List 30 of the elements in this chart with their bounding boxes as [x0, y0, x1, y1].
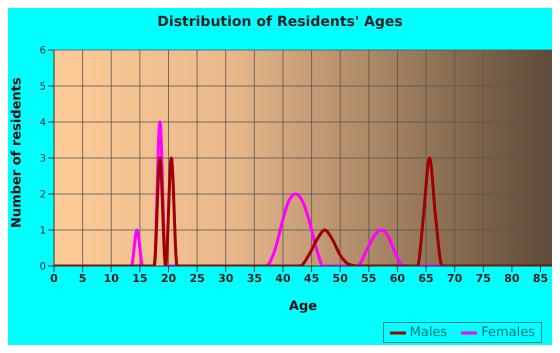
y-tick-label: 3 — [40, 154, 46, 165]
y-axis-title: Number of residents — [10, 77, 25, 228]
x-tick-label: 60 — [390, 272, 406, 285]
x-tick-label: 30 — [218, 272, 234, 285]
x-tick-label: 35 — [246, 272, 262, 285]
x-tick-label: 20 — [160, 272, 176, 285]
x-tick-label: 85 — [532, 272, 548, 285]
x-tick-label: 75 — [476, 272, 491, 285]
y-tick-label: 5 — [40, 82, 46, 93]
x-tick-label: 10 — [104, 272, 120, 285]
legend-label: Females — [481, 325, 535, 340]
chart-title: Distribution of Residents' Ages — [156, 14, 404, 30]
x-tick-label: 80 — [504, 272, 520, 285]
y-tick-label: 1 — [40, 226, 46, 237]
x-tick-label: 50 — [332, 272, 348, 285]
x-tick-label: 70 — [447, 272, 463, 285]
x-tick-label: 5 — [78, 272, 86, 285]
y-tick-label: 6 — [40, 46, 46, 57]
x-tick-label: 65 — [418, 272, 434, 285]
x-tick-label: 0 — [50, 272, 58, 285]
x-tick-label: 15 — [132, 272, 148, 285]
x-tick-label: 55 — [361, 272, 376, 285]
legend-label: Males — [410, 325, 448, 340]
y-tick-label: 0 — [40, 262, 46, 273]
x-tick-label: 45 — [304, 272, 320, 285]
x-tick-label: 25 — [189, 272, 205, 285]
y-tick-label: 2 — [40, 190, 46, 201]
x-axis-title: Age — [288, 299, 318, 314]
x-tick-label: 40 — [275, 272, 291, 285]
y-tick-label: 4 — [40, 118, 46, 129]
